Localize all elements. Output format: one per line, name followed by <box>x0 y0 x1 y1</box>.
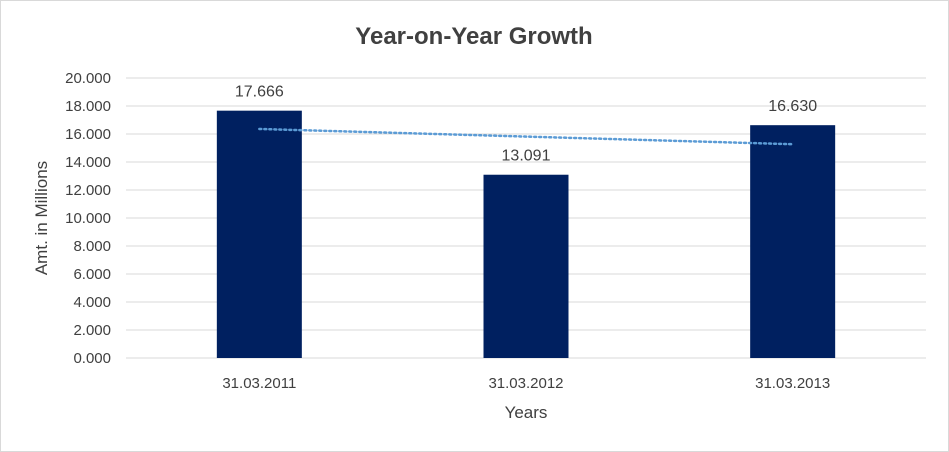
bar <box>483 174 569 358</box>
y-tick-label: 10.000 <box>65 210 111 227</box>
y-axis-ticks: 0.000 2.000 4.000 6.000 8.000 10.000 12.000 14.… <box>65 70 111 367</box>
bar <box>216 110 302 359</box>
y-tick-label: 12.000 <box>65 182 111 199</box>
x-tick-label: 31.03.2011 <box>222 375 296 392</box>
bars <box>216 110 836 359</box>
data-label: 17.666 <box>235 84 284 101</box>
data-label: 16.630 <box>768 98 817 115</box>
y-tick-label: 14.000 <box>65 154 111 171</box>
chart-title: Year-on-Year Growth <box>355 23 592 50</box>
data-labels: 17.666 13.091 16.630 <box>235 84 817 165</box>
x-axis-ticks: 31.03.2011 31.03.2012 31.03.2013 <box>222 375 830 392</box>
y-tick-label: 16.000 <box>65 126 111 143</box>
trendline <box>258 127 794 146</box>
y-tick-label: 0.000 <box>73 350 111 367</box>
y-tick-label: 8.000 <box>73 238 111 255</box>
y-tick-label: 6.000 <box>73 266 111 283</box>
y-tick-label: 20.000 <box>65 70 111 87</box>
y-axis-label: Amt. in Millions <box>32 161 51 275</box>
data-label: 13.091 <box>502 148 551 165</box>
y-tick-label: 4.000 <box>73 294 111 311</box>
x-tick-label: 31.03.2013 <box>755 375 830 392</box>
y-tick-label: 2.000 <box>73 322 111 339</box>
y-tick-label: 18.000 <box>65 98 111 115</box>
x-axis-label: Years <box>505 403 548 422</box>
bar <box>750 125 836 359</box>
x-tick-label: 31.03.2012 <box>488 375 563 392</box>
